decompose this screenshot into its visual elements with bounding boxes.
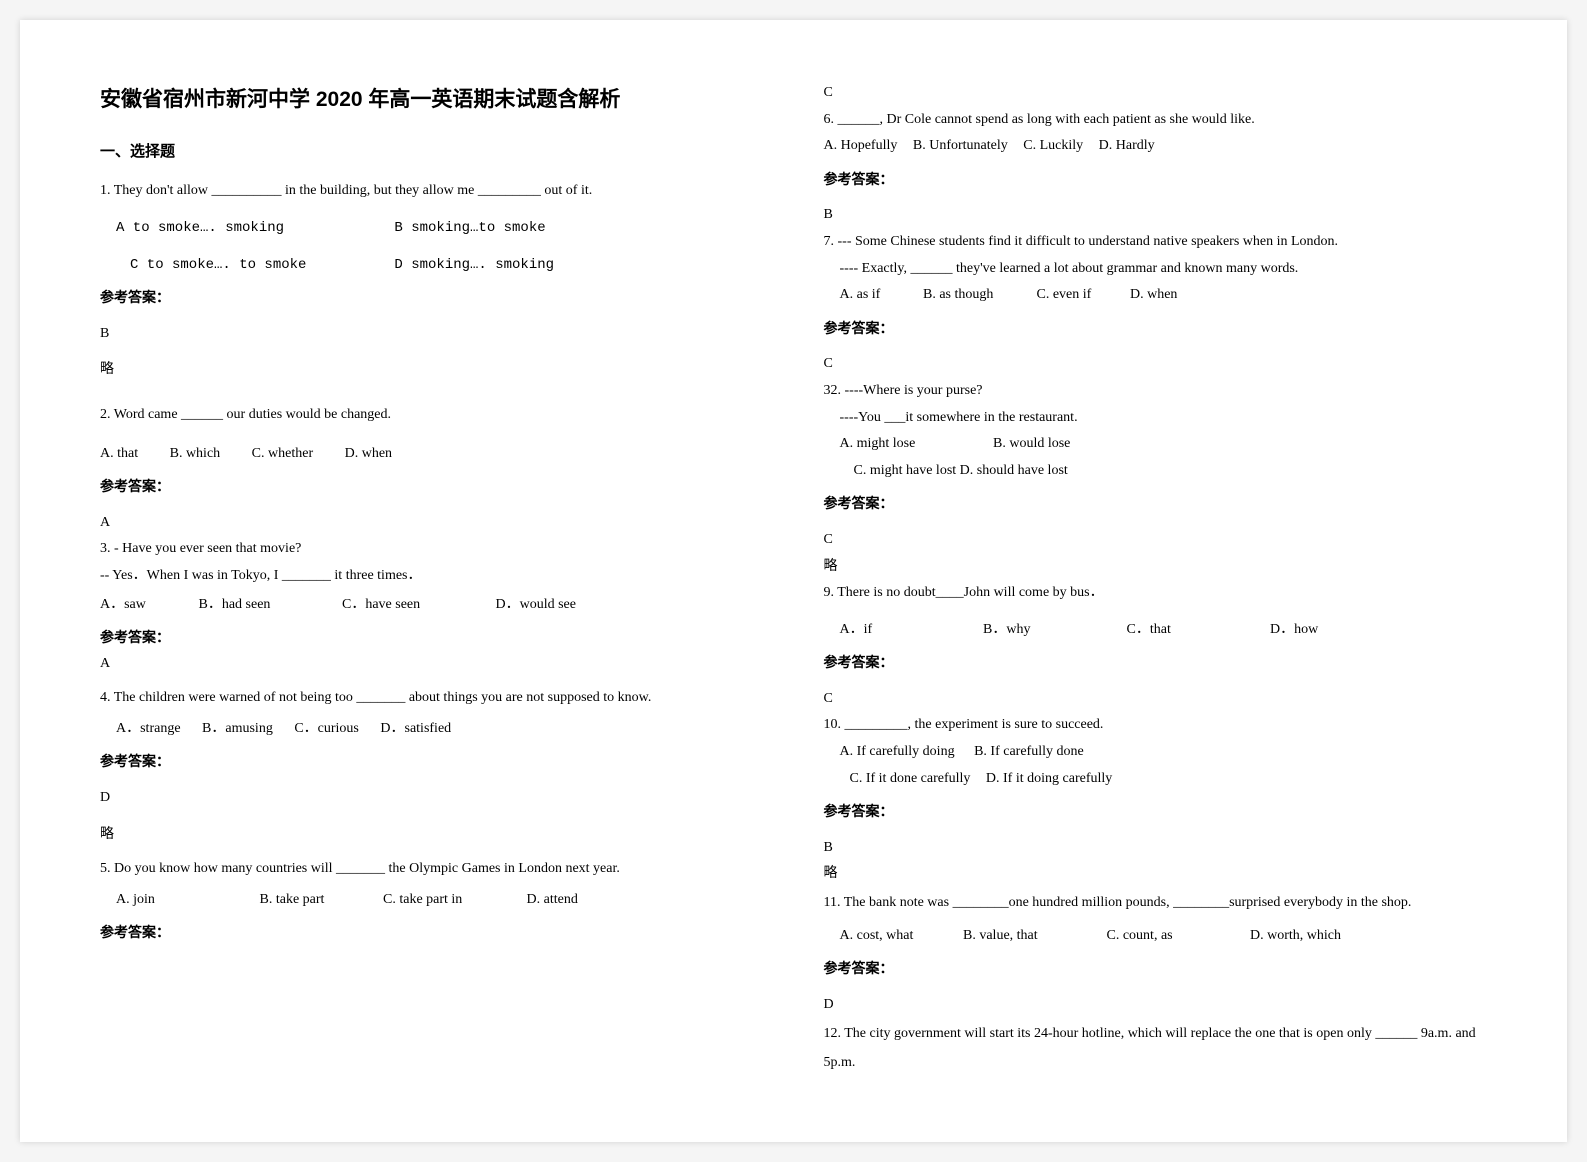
q4-stem: 4. The children were warned of not being… [100,685,764,712]
answer-label: 参考答案： [100,919,764,946]
q3-stem2: -- Yes．When I was in Tokyo, I _______ it… [100,563,764,590]
answer-label: 参考答案： [824,955,1488,982]
q7-answer: C [824,351,1488,378]
question-3: 3. - Have you ever seen that movie? -- Y… [100,536,764,618]
question-6: 6. ______, Dr Cole cannot spend as long … [824,107,1488,160]
q9-opts: A．if B．why C．that D．how [824,617,1488,644]
q5-answer: C [824,80,1488,107]
q6-stem: 6. ______, Dr Cole cannot spend as long … [824,107,1488,134]
answer-label: 参考答案： [824,490,1488,517]
q10-opts-row1: A. If carefully doing B. If carefully do… [824,739,1488,766]
q10-opts-row2: C. If it done carefully D. If it doing c… [824,766,1488,793]
omit-text: 略 [824,861,1488,888]
q11-opts: A. cost, what B. value, that C. count, a… [824,923,1488,950]
q8-answer: C [824,527,1488,554]
q7-stem1: 7. --- Some Chinese students find it dif… [824,229,1488,256]
answer-label: 参考答案： [100,748,764,775]
q9-answer: C [824,686,1488,713]
q8-opts-row2: C. might have lost D. should have lost [824,458,1488,485]
q11-stem: 11. The bank note was ________one hundre… [824,888,1488,919]
answer-label: 参考答案： [100,473,764,500]
q10-stem: 10. _________, the experiment is sure to… [824,712,1488,739]
q1-stem: 1. They don't allow __________ in the bu… [100,178,764,205]
q8-stem1: 32. ----Where is your purse? [824,378,1488,405]
omit-text: 略 [100,822,764,849]
q9-stem: 9. There is no doubt____John will come b… [824,580,1488,607]
page-title: 安徽省宿州市新河中学 2020 年高一英语期末试题含解析 [100,80,764,120]
q4-opts: A．strange B．amusing C．curious D．satisfie… [100,716,764,743]
question-10: 10. _________, the experiment is sure to… [824,712,1488,792]
q11-answer: D [824,992,1488,1019]
q5-stem: 5. Do you know how many countries will _… [100,856,764,883]
right-column: C 6. ______, Dr Cole cannot spend as lon… [824,80,1488,1082]
answer-label: 参考答案： [824,798,1488,825]
q2-opts: A. that B. which C. whether D. when [100,441,764,468]
q3-stem1: 3. - Have you ever seen that movie? [100,536,764,563]
q7-opts: A. as if B. as though C. even if D. when [824,282,1488,309]
q8-stem2: ----You ___it somewhere in the restauran… [824,405,1488,432]
q5-opts: A. join B. take part C. take part in D. … [100,887,764,914]
omit-text: 略 [824,554,1488,581]
q12-stem: 12. The city government will start its 2… [824,1019,1488,1078]
question-5: 5. Do you know how many countries will _… [100,856,764,913]
question-11: 11. The bank note was ________one hundre… [824,888,1488,949]
answer-label: 参考答案： [824,166,1488,193]
q10-answer: B [824,835,1488,862]
q3-answer: A [100,651,764,678]
question-9: 9. There is no doubt____John will come b… [824,580,1488,643]
question-12: 12. The city government will start its 2… [824,1019,1488,1078]
q6-answer: B [824,202,1488,229]
exam-page: 安徽省宿州市新河中学 2020 年高一英语期末试题含解析 一、选择题 1. Th… [20,20,1567,1142]
q1-opts-row1: A to smoke…. smoking B smoking…to smoke [100,215,764,242]
q8-opts-row1: A. might lose B. would lose [824,431,1488,458]
q2-answer: A [100,510,764,537]
q1-opts-row2: C to smoke…. to smoke D smoking…. smokin… [100,252,764,279]
question-7: 7. --- Some Chinese students find it dif… [824,229,1488,309]
q2-stem: 2. Word came ______ our duties would be … [100,402,764,429]
q6-opts: A. Hopefully B. Unfortunately C. Luckily… [824,133,1488,160]
answer-label: 参考答案： [100,624,764,651]
q4-answer: D [100,785,764,812]
answer-label: 参考答案： [824,649,1488,676]
q7-stem2: ---- Exactly, ______ they've learned a l… [824,256,1488,283]
omit-text: 略 [100,357,764,384]
q3-opts: A．saw B．had seen C．have seen D．would see [100,592,764,619]
left-column: 安徽省宿州市新河中学 2020 年高一英语期末试题含解析 一、选择题 1. Th… [100,80,764,1082]
question-8: 32. ----Where is your purse? ----You ___… [824,378,1488,484]
answer-label: 参考答案： [100,284,764,311]
question-1: 1. They don't allow __________ in the bu… [100,178,764,278]
section-heading: 一、选择题 [100,138,764,167]
q1-answer: B [100,321,764,348]
answer-label: 参考答案： [824,315,1488,342]
question-4: 4. The children were warned of not being… [100,685,764,742]
question-2: 2. Word came ______ our duties would be … [100,392,764,467]
